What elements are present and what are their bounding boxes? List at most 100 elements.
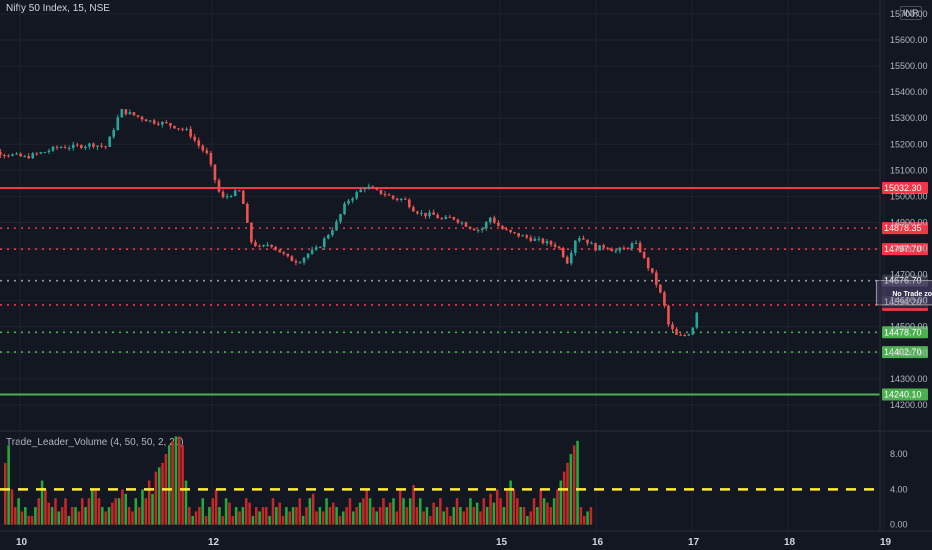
candle-body (169, 123, 172, 126)
volume-bar (412, 484, 415, 525)
currency-badge[interactable]: INR (900, 6, 922, 20)
candle-body (484, 222, 488, 229)
candle-body (646, 257, 650, 269)
candle-body (112, 129, 116, 137)
volume-bar (432, 502, 435, 525)
volume-bar (542, 498, 546, 525)
volume-bar (57, 511, 61, 525)
price-tick-label: 14400.00 (890, 348, 928, 358)
candle-body (116, 117, 120, 130)
volume-bar (415, 507, 419, 525)
volume-bar (358, 502, 362, 525)
volume-bar (325, 498, 328, 525)
candle-body (456, 219, 460, 223)
volume-bar (582, 515, 586, 525)
volume-bar (258, 511, 261, 525)
candle-body (237, 190, 241, 192)
volume-bar (328, 507, 332, 525)
volume-bar (422, 511, 425, 525)
volume-bar (238, 511, 241, 525)
candle-body (250, 222, 253, 243)
volume-bar (566, 462, 569, 525)
volume-bar (171, 440, 174, 525)
candle-body (294, 261, 298, 263)
volume-bar (131, 511, 134, 525)
candle-body (339, 214, 342, 222)
volume-bar (526, 515, 529, 525)
candle-body (574, 240, 577, 253)
volume-bar (549, 507, 553, 525)
volume-bar (378, 507, 382, 525)
volume-bar (455, 498, 459, 525)
candle-body (420, 212, 423, 214)
candle-body (679, 334, 682, 336)
candle-body (185, 128, 188, 130)
volume-bar (519, 507, 522, 525)
candle-body (440, 218, 444, 220)
candle-body (343, 203, 346, 215)
volume-bar (435, 507, 439, 525)
volume-bar (348, 498, 352, 525)
volume-bar (30, 515, 34, 525)
candle-body (363, 188, 367, 190)
candle-body (436, 214, 439, 219)
volume-bar (315, 511, 318, 525)
volume-bar (198, 507, 201, 525)
candle-body (395, 198, 399, 200)
volume-bar (147, 480, 151, 525)
volume-bar (167, 445, 171, 525)
volume-bar (211, 498, 215, 525)
volume-bar (244, 498, 248, 525)
volume-bar (288, 511, 292, 525)
volume-bar (372, 507, 375, 525)
candle-body (197, 140, 201, 146)
candle-body (67, 147, 71, 149)
volume-bar (311, 493, 315, 525)
candle-body (683, 334, 686, 336)
candle-body (582, 238, 585, 240)
volume-bar (429, 515, 432, 525)
volume-bar (375, 511, 379, 525)
candle-body (691, 327, 695, 335)
volume-bar (37, 498, 41, 525)
candle-body (43, 152, 47, 154)
candle-body (290, 256, 294, 262)
volume-bar (502, 507, 506, 525)
volume-bar (101, 507, 104, 525)
candle-body (638, 242, 642, 253)
candle-body (428, 212, 431, 217)
volume-bar (231, 515, 235, 525)
candle-body (626, 248, 630, 250)
candle-body (233, 190, 237, 196)
volume-bar (408, 498, 412, 525)
candle-body (525, 235, 529, 238)
volume-bar (27, 515, 30, 525)
candle-body (412, 207, 415, 212)
volume-bar (40, 480, 44, 525)
volume-bar (382, 498, 385, 525)
volume-bar (221, 515, 225, 525)
candle-body (213, 164, 217, 181)
volume-bar (305, 507, 308, 525)
level-label-bg (882, 182, 928, 195)
candle-body (27, 156, 30, 159)
candle-body (209, 153, 213, 165)
price-tick-label: 15000.00 (890, 191, 928, 201)
level-lines: 15032.3014878.3514797.7014676.7014583.70… (0, 182, 928, 401)
price-tick-label: 14500.00 (890, 322, 928, 332)
volume-bar (395, 511, 399, 525)
candle-body (318, 246, 322, 248)
volume-bar (516, 498, 519, 525)
candle-body (225, 196, 229, 198)
candle-body (578, 238, 581, 241)
volume-bar (589, 507, 593, 525)
price-tick-label: 14700.00 (890, 270, 928, 280)
zone-box (875, 280, 932, 306)
candle-body (96, 145, 99, 147)
time-tick-label: 15 (496, 537, 508, 548)
volume-bar (485, 507, 489, 525)
volume-bar (586, 511, 589, 525)
